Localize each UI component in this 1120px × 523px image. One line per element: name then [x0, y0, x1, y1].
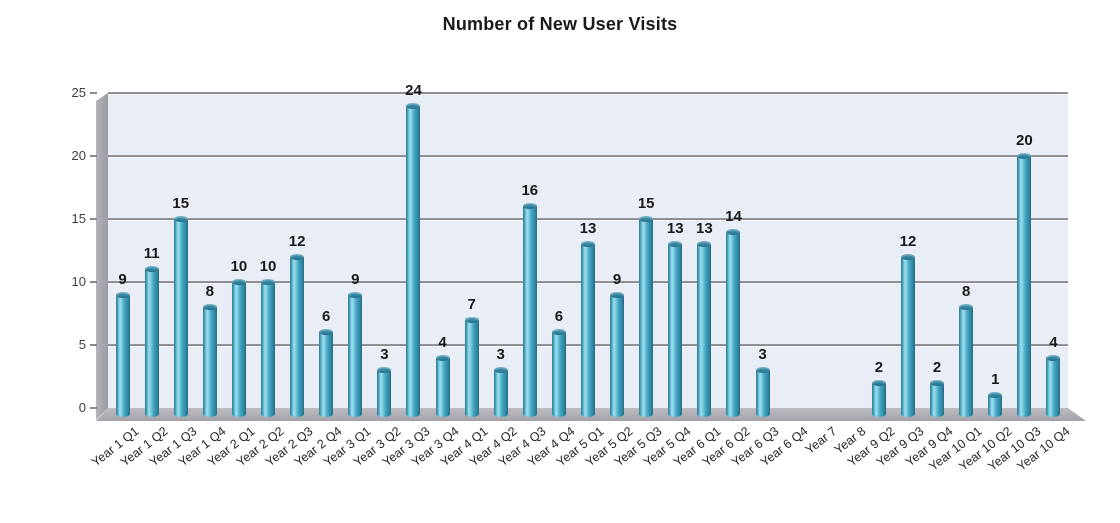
bar-value-label: 9 [612, 270, 622, 288]
bar-value-label: 11 [143, 245, 160, 263]
y-axis-tick [90, 155, 97, 157]
bar [144, 266, 159, 417]
bar-value-label: 10 [230, 258, 248, 275]
bar [377, 367, 392, 417]
bar [639, 216, 654, 417]
gridline [108, 218, 1068, 220]
bar-value-label: 13 [666, 220, 684, 238]
y-axis-tick-label: 20 [71, 148, 86, 163]
bar [1017, 153, 1032, 417]
bar [901, 253, 915, 418]
bar [319, 329, 334, 417]
y-axis-tick-label: 15 [71, 211, 86, 226]
bar-value-label: 8 [205, 283, 214, 301]
bar-value-label: 7 [467, 295, 476, 313]
bar-value-label: 6 [322, 308, 331, 326]
bar-value-label: 4 [438, 333, 447, 351]
bar [1046, 354, 1061, 418]
bar [493, 367, 508, 417]
y-axis-tick-label: 5 [78, 337, 86, 352]
bar-value-label: 9 [351, 270, 360, 288]
bar [115, 291, 130, 418]
bar [522, 203, 537, 417]
bar-value-label: 13 [696, 220, 713, 238]
y-axis-tick [90, 407, 97, 409]
bar-value-label: 15 [637, 195, 655, 212]
bar [261, 279, 275, 417]
bar [697, 241, 712, 417]
bar [173, 216, 188, 417]
gridline [108, 155, 1068, 157]
bar [755, 367, 770, 417]
bar [988, 392, 1003, 417]
bar [959, 304, 974, 417]
bar [610, 291, 625, 418]
y-axis-tick [90, 92, 97, 94]
gridline [108, 92, 1068, 94]
y-axis-tick [90, 218, 97, 220]
bar-value-label: 3 [496, 346, 505, 364]
bar-value-label: 9 [118, 270, 127, 288]
bar [668, 241, 683, 417]
axis-wall-3d [96, 93, 108, 420]
bar [290, 253, 305, 418]
y-axis-tick-label: 25 [71, 85, 86, 100]
bar-value-label: 6 [554, 308, 564, 326]
bar [406, 102, 421, 418]
bar-value-label: 3 [380, 346, 389, 364]
bar-value-label: 13 [579, 220, 597, 238]
bar [435, 354, 450, 418]
bar-value-label: 12 [899, 232, 917, 250]
chart-title: Number of New User Visits [442, 14, 678, 34]
bar-value-label: 16 [521, 182, 539, 200]
bar-value-label: 15 [172, 195, 190, 212]
bar-value-label: 14 [725, 207, 742, 225]
bar-value-label: 8 [962, 283, 971, 301]
bar-value-label: 2 [932, 358, 942, 376]
bar-value-label: 3 [758, 346, 767, 364]
bar [581, 241, 595, 417]
bar-value-label: 20 [1016, 132, 1033, 149]
bar [464, 316, 479, 418]
y-axis-tick [90, 344, 97, 346]
bar [871, 379, 886, 418]
y-axis-tick [90, 281, 97, 283]
bar [930, 379, 945, 418]
bar [231, 279, 246, 417]
y-axis-tick-label: 10 [71, 274, 86, 289]
bar-value-label: 1 [991, 371, 1000, 389]
bar-value-label: 4 [1049, 333, 1058, 351]
y-axis-tick-label: 0 [78, 400, 86, 415]
bar [348, 291, 363, 418]
bar-value-label: 10 [259, 258, 277, 275]
bar [551, 329, 566, 417]
bar-value-label: 12 [288, 232, 306, 250]
bar [202, 304, 217, 417]
x-axis-category-label: Year 7 [802, 424, 840, 458]
bar-value-label: 24 [405, 81, 422, 99]
bar-value-label: 2 [874, 358, 884, 376]
bar [726, 228, 741, 418]
